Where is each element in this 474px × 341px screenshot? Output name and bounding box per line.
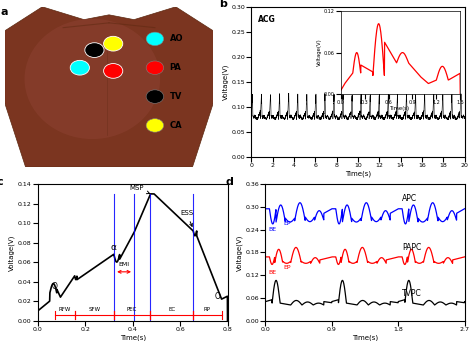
Text: PA: PA [170,63,182,72]
Text: d: d [226,177,234,187]
Y-axis label: Voltage(V): Voltage(V) [236,234,243,270]
Text: RP: RP [204,307,211,312]
Text: O: O [215,292,220,301]
X-axis label: Time(s): Time(s) [345,171,371,177]
Text: a: a [0,7,8,17]
Y-axis label: Voltage(V): Voltage(V) [222,64,228,100]
Text: α: α [110,243,116,252]
Circle shape [104,36,123,51]
Ellipse shape [25,19,160,139]
Text: BE: BE [268,227,276,232]
Text: MSP: MSP [129,185,150,194]
Text: SFW: SFW [88,307,100,312]
Y-axis label: Voltage(V): Voltage(V) [9,234,15,270]
Text: ESS: ESS [180,210,193,226]
Text: CA: CA [170,121,182,130]
Text: EP: EP [284,221,292,226]
Circle shape [146,90,164,103]
Circle shape [146,119,164,132]
Text: c: c [0,177,3,187]
Text: PEC: PEC [127,307,137,312]
Text: EP: EP [284,265,292,270]
Text: b: b [219,0,227,9]
Text: TVPC: TVPC [402,289,421,298]
Circle shape [85,43,104,58]
Text: EMI: EMI [118,262,129,267]
Text: APC: APC [402,194,417,203]
Circle shape [104,63,123,78]
Text: PAPC: PAPC [402,243,421,252]
Text: ACG: ACG [257,15,275,24]
Text: EC: EC [168,307,175,312]
PathPatch shape [5,7,213,167]
Text: RFW: RFW [58,307,71,312]
Circle shape [146,61,164,74]
Text: BE: BE [268,270,276,275]
X-axis label: Time(s): Time(s) [352,335,378,341]
Text: TV: TV [170,92,182,101]
Text: AO: AO [170,34,183,43]
Text: O: O [52,282,58,291]
Circle shape [70,60,90,75]
X-axis label: Time(s): Time(s) [119,335,146,341]
Circle shape [146,32,164,46]
